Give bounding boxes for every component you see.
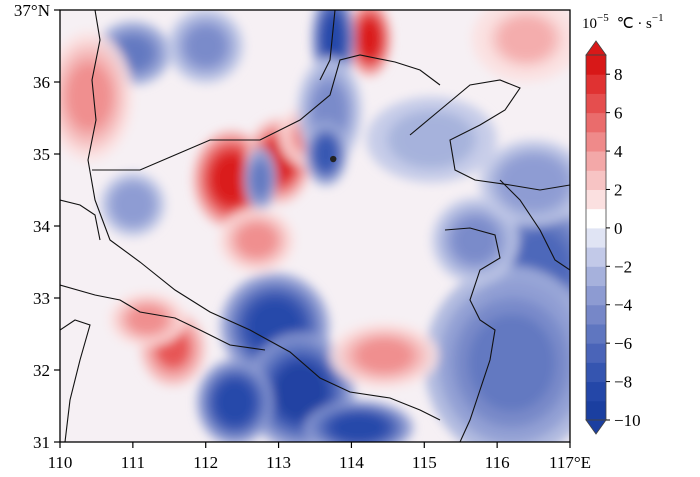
colorbar-segment (586, 247, 606, 267)
boundary-ne (319, 10, 336, 81)
contour-blob (506, 161, 561, 205)
x-tick-label: 115 (412, 453, 437, 472)
contour-blob (322, 14, 345, 64)
colorbar-segment (586, 151, 606, 171)
contour-blob (468, 314, 556, 412)
y-tick-label: 31 (33, 433, 50, 452)
boundary-shandong (409, 79, 570, 191)
boundary-west (60, 199, 101, 241)
colorbar-tick-label: −10 (614, 411, 641, 430)
contour-blob (186, 27, 225, 65)
contour-blob (273, 361, 328, 422)
unit-exponent: −5 (597, 12, 609, 24)
contour-blob (128, 306, 167, 334)
contour-blob (237, 224, 276, 257)
colorbar-tick-label: 6 (614, 104, 623, 123)
y-tick-label: 33 (33, 289, 50, 308)
y-tick-label: 32 (33, 361, 50, 380)
contour-blob (116, 188, 150, 221)
colorbar-segment (586, 400, 606, 421)
unit-rest-exponent: −1 (652, 12, 664, 24)
boundary-anhui (444, 227, 501, 442)
x-tick-label: 112 (193, 453, 218, 472)
colorbar-segment (586, 266, 606, 287)
colorbar-unit: 10−5 ℃ · s−1 (582, 12, 664, 32)
contour-blob (315, 137, 337, 171)
contour-blob (498, 17, 554, 61)
colorbar-segment (586, 208, 606, 229)
contour-blob (215, 380, 254, 424)
boundary-shanxi-henan (92, 54, 441, 171)
colorbar-segment (586, 93, 606, 114)
contour-blobs (60, 10, 570, 442)
contour-blob (331, 414, 387, 442)
colorbar-tick-label: −8 (614, 373, 632, 392)
y-tick-label: 35 (33, 145, 50, 164)
y-axis: 31 32 33 34 35 36 37°N (14, 1, 60, 452)
province-boundaries (60, 10, 570, 442)
colorbar-tick-label: 2 (614, 180, 623, 199)
boundary-hubei (60, 284, 266, 351)
colorbar-segment (586, 304, 606, 325)
x-axis: 110 111 112 113 114 115 116 117°E (48, 442, 591, 472)
y-tick-label: 37°N (14, 1, 50, 20)
x-tick-label: 110 (48, 453, 73, 472)
colorbar-tick-label: −4 (614, 296, 633, 315)
y-tick-label: 34 (33, 217, 51, 236)
y-tick-label: 36 (33, 73, 50, 92)
unit-prefix: 10 (582, 16, 597, 32)
contour-blob (398, 118, 465, 162)
colorbar-segment (586, 55, 606, 75)
colorbar-segment (586, 285, 606, 306)
contour-blob (453, 218, 498, 262)
colorbar-segment (586, 343, 606, 363)
colorbar-segment (586, 131, 606, 152)
unit-rest: ℃ · s (617, 16, 652, 32)
contour-blob (252, 163, 269, 196)
colorbar-tick-label: −2 (614, 257, 632, 276)
boundary-east (499, 179, 570, 271)
colorbar-segment (586, 74, 606, 94)
colorbar-segment (586, 323, 606, 344)
colorbar-tick-label: 4 (614, 142, 623, 161)
boundary-north (87, 10, 441, 421)
contour-blob (356, 339, 412, 372)
colorbar-tick-label: 0 (614, 219, 623, 238)
contour-blob (212, 154, 251, 204)
colorbar-segment (586, 362, 606, 383)
colorbar-tick-label: 8 (614, 65, 623, 84)
x-tick-label: 113 (266, 453, 291, 472)
colorbar-segment (586, 112, 606, 133)
colorbar-frame (585, 54, 607, 421)
colorbar: −10 −8 −6 −4 −2 0 2 4 6 8 (585, 40, 641, 435)
colorbar-tick-label: −6 (614, 334, 632, 353)
colorbar-segment (586, 189, 606, 210)
x-tick-label: 116 (485, 453, 510, 472)
colorbar-segment (586, 170, 606, 190)
boundary-sw (60, 319, 91, 442)
x-tick-label: 117°E (549, 453, 591, 472)
colorbar-segment (586, 227, 606, 248)
x-tick-label: 114 (339, 453, 364, 472)
colorbar-segment (586, 381, 606, 402)
colorbar-arrow-bottom (585, 419, 607, 435)
contour-blob (67, 64, 112, 129)
x-tick-label: 111 (121, 453, 145, 472)
contour-field (60, 10, 570, 442)
marker-layer (330, 155, 337, 163)
contour-blob (358, 19, 381, 58)
colorbar-arrow-top (585, 40, 607, 56)
station-marker (330, 155, 337, 163)
